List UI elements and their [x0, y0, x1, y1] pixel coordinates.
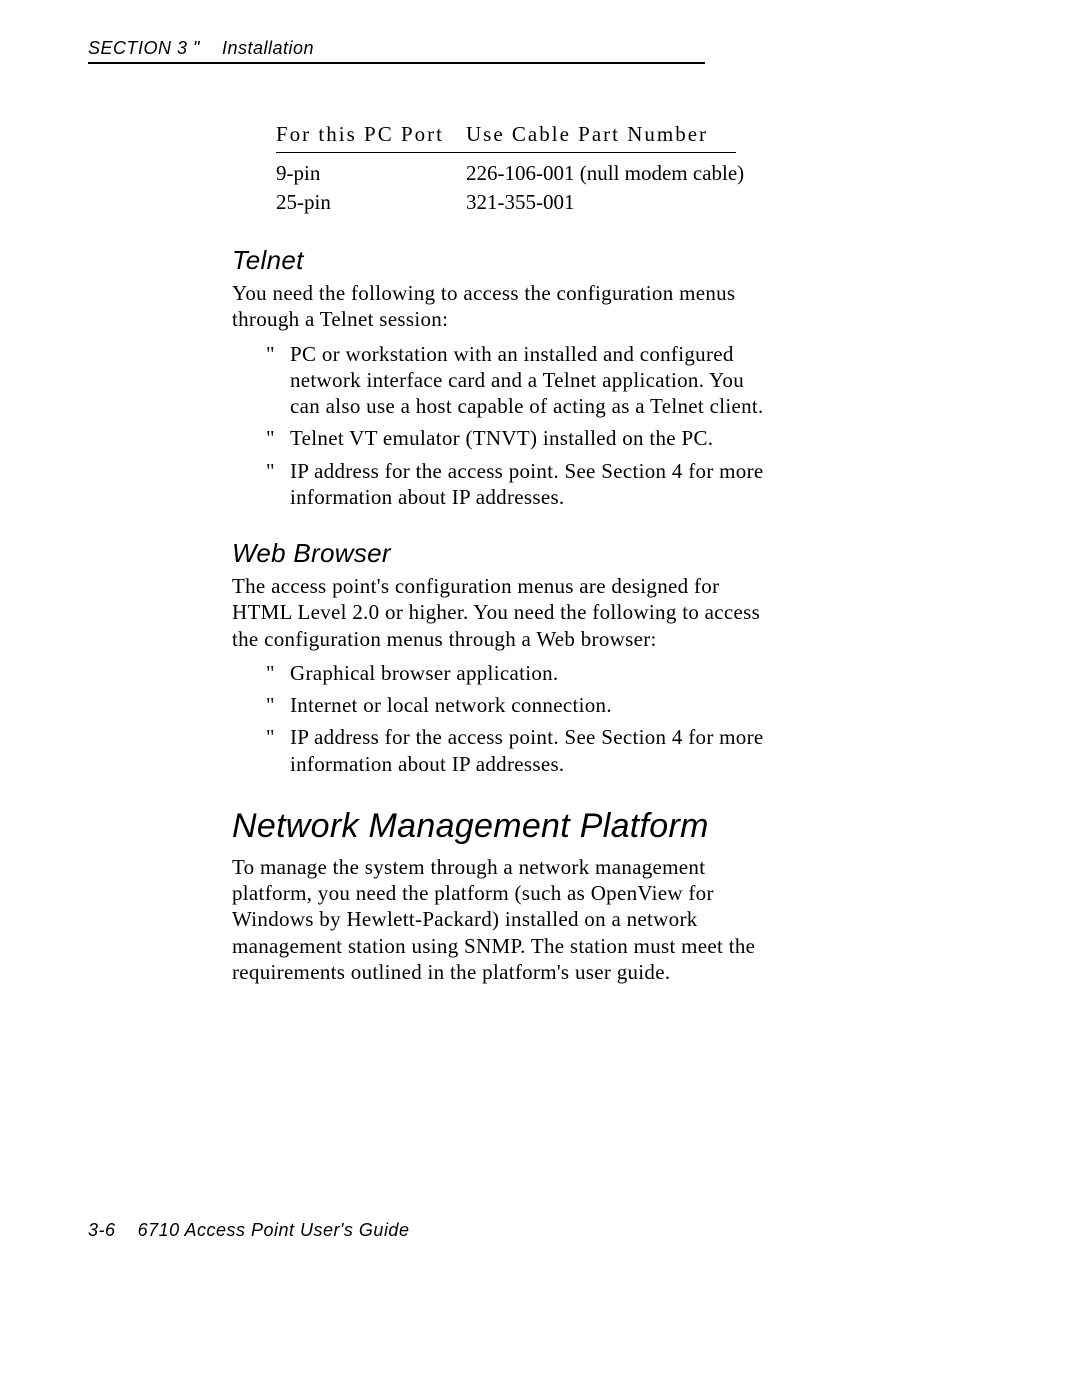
header-rule: [88, 62, 705, 64]
telnet-heading: Telnet: [232, 245, 772, 276]
section-title: Installation: [222, 38, 314, 58]
telnet-list: PC or workstation with an installed and …: [266, 341, 772, 511]
table-header-cell: Use Cable Part Number: [466, 122, 772, 147]
table-cell: 321-355-001: [466, 190, 772, 215]
list-item: IP address for the access point. See Sec…: [266, 724, 772, 777]
page-content: For this PC Port Use Cable Part Number 9…: [232, 120, 772, 993]
list-item: IP address for the access point. See Sec…: [266, 458, 772, 511]
nmp-body: To manage the system through a network m…: [232, 854, 772, 985]
telnet-intro: You need the following to access the con…: [232, 280, 772, 333]
table-rule: [276, 152, 736, 153]
web-browser-intro: The access point's configuration menus a…: [232, 573, 772, 652]
table-row: 25-pin 321-355-001: [276, 188, 772, 217]
table-row: 9-pin 226-106-001 (null modem cable): [276, 159, 772, 188]
table-header-cell: For this PC Port: [276, 122, 466, 147]
table-cell: 25-pin: [276, 190, 466, 215]
doc-title: 6710 Access Point User's Guide: [138, 1220, 410, 1240]
page-header: SECTION 3 " Installation: [88, 38, 704, 59]
web-browser-heading: Web Browser: [232, 538, 772, 569]
page-footer: 3-6 6710 Access Point User's Guide: [88, 1220, 409, 1241]
cable-table: For this PC Port Use Cable Part Number 9…: [276, 120, 772, 217]
document-page: SECTION 3 " Installation For this PC Por…: [0, 0, 1080, 1397]
page-number: 3-6: [88, 1220, 116, 1240]
list-item: PC or workstation with an installed and …: [266, 341, 772, 420]
web-browser-list: Graphical browser application. Internet …: [266, 660, 772, 777]
table-cell: 9-pin: [276, 161, 466, 186]
section-label: SECTION 3: [88, 38, 188, 58]
list-item: Telnet VT emulator (TNVT) installed on t…: [266, 425, 772, 451]
nmp-heading: Network Management Platform: [232, 807, 772, 846]
list-item: Graphical browser application.: [266, 660, 772, 686]
header-separator: ": [193, 38, 200, 58]
table-cell: 226-106-001 (null modem cable): [466, 161, 772, 186]
list-item: Internet or local network connection.: [266, 692, 772, 718]
table-header-row: For this PC Port Use Cable Part Number: [276, 120, 772, 149]
